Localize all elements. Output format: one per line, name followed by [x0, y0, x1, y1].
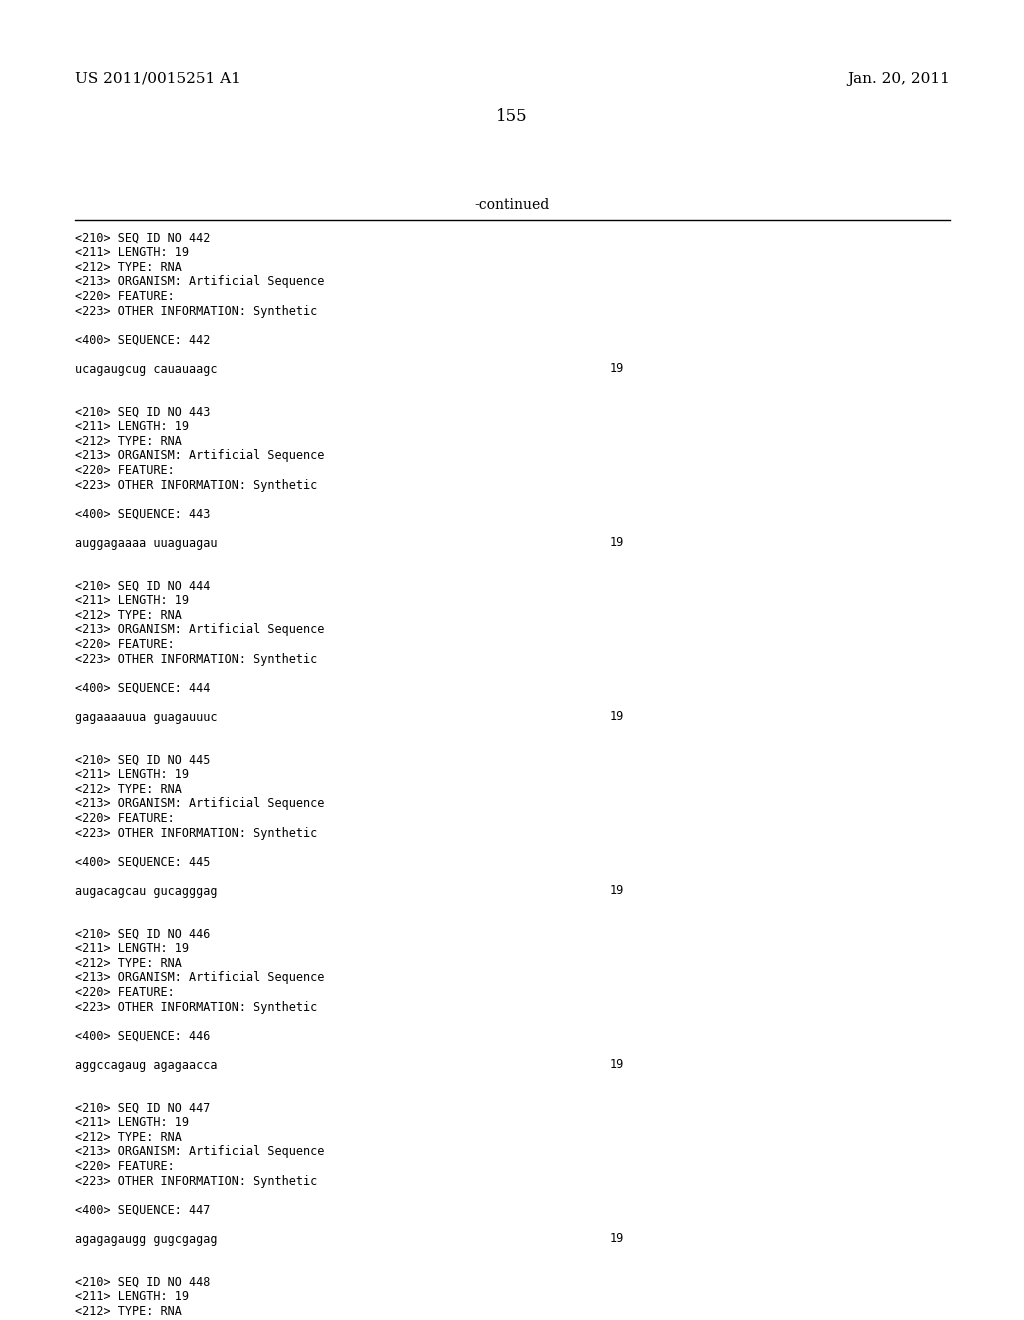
Text: <223> OTHER INFORMATION: Synthetic: <223> OTHER INFORMATION: Synthetic — [75, 479, 317, 491]
Text: 19: 19 — [610, 710, 625, 723]
Text: US 2011/0015251 A1: US 2011/0015251 A1 — [75, 73, 241, 86]
Text: <212> TYPE: RNA: <212> TYPE: RNA — [75, 436, 182, 447]
Text: <213> ORGANISM: Artificial Sequence: <213> ORGANISM: Artificial Sequence — [75, 797, 325, 810]
Text: <212> TYPE: RNA: <212> TYPE: RNA — [75, 783, 182, 796]
Text: aggccagaug agagaacca: aggccagaug agagaacca — [75, 1059, 217, 1072]
Text: 155: 155 — [497, 108, 527, 125]
Text: <210> SEQ ID NO 445: <210> SEQ ID NO 445 — [75, 754, 210, 767]
Text: <400> SEQUENCE: 445: <400> SEQUENCE: 445 — [75, 855, 210, 869]
Text: ucagaugcug cauauaagc: ucagaugcug cauauaagc — [75, 363, 217, 375]
Text: gagaaaauua guagauuuc: gagaaaauua guagauuuc — [75, 710, 217, 723]
Text: <220> FEATURE:: <220> FEATURE: — [75, 465, 175, 477]
Text: auggagaaaa uuaguagau: auggagaaaa uuaguagau — [75, 536, 217, 549]
Text: <212> TYPE: RNA: <212> TYPE: RNA — [75, 957, 182, 970]
Text: <213> ORGANISM: Artificial Sequence: <213> ORGANISM: Artificial Sequence — [75, 1146, 325, 1159]
Text: <400> SEQUENCE: 446: <400> SEQUENCE: 446 — [75, 1030, 210, 1043]
Text: <220> FEATURE:: <220> FEATURE: — [75, 290, 175, 304]
Text: <213> ORGANISM: Artificial Sequence: <213> ORGANISM: Artificial Sequence — [75, 623, 325, 636]
Text: <400> SEQUENCE: 442: <400> SEQUENCE: 442 — [75, 334, 210, 346]
Text: <223> OTHER INFORMATION: Synthetic: <223> OTHER INFORMATION: Synthetic — [75, 826, 317, 840]
Text: Jan. 20, 2011: Jan. 20, 2011 — [847, 73, 950, 86]
Text: <400> SEQUENCE: 443: <400> SEQUENCE: 443 — [75, 507, 210, 520]
Text: <211> LENGTH: 19: <211> LENGTH: 19 — [75, 768, 189, 781]
Text: 19: 19 — [610, 536, 625, 549]
Text: 19: 19 — [610, 1059, 625, 1072]
Text: <210> SEQ ID NO 442: <210> SEQ ID NO 442 — [75, 232, 210, 246]
Text: <210> SEQ ID NO 443: <210> SEQ ID NO 443 — [75, 407, 210, 418]
Text: <212> TYPE: RNA: <212> TYPE: RNA — [75, 609, 182, 622]
Text: <210> SEQ ID NO 446: <210> SEQ ID NO 446 — [75, 928, 210, 941]
Text: <211> LENGTH: 19: <211> LENGTH: 19 — [75, 1291, 189, 1304]
Text: <220> FEATURE:: <220> FEATURE: — [75, 1160, 175, 1173]
Text: <213> ORGANISM: Artificial Sequence: <213> ORGANISM: Artificial Sequence — [75, 450, 325, 462]
Text: 19: 19 — [610, 363, 625, 375]
Text: <211> LENGTH: 19: <211> LENGTH: 19 — [75, 1117, 189, 1130]
Text: -continued: -continued — [474, 198, 550, 213]
Text: <223> OTHER INFORMATION: Synthetic: <223> OTHER INFORMATION: Synthetic — [75, 1175, 317, 1188]
Text: <220> FEATURE:: <220> FEATURE: — [75, 986, 175, 999]
Text: <210> SEQ ID NO 448: <210> SEQ ID NO 448 — [75, 1276, 210, 1290]
Text: 19: 19 — [610, 884, 625, 898]
Text: <211> LENGTH: 19: <211> LENGTH: 19 — [75, 594, 189, 607]
Text: <220> FEATURE:: <220> FEATURE: — [75, 638, 175, 651]
Text: <220> FEATURE:: <220> FEATURE: — [75, 812, 175, 825]
Text: <212> TYPE: RNA: <212> TYPE: RNA — [75, 261, 182, 275]
Text: <223> OTHER INFORMATION: Synthetic: <223> OTHER INFORMATION: Synthetic — [75, 1001, 317, 1014]
Text: <213> ORGANISM: Artificial Sequence: <213> ORGANISM: Artificial Sequence — [75, 276, 325, 289]
Text: <210> SEQ ID NO 447: <210> SEQ ID NO 447 — [75, 1102, 210, 1115]
Text: <212> TYPE: RNA: <212> TYPE: RNA — [75, 1131, 182, 1144]
Text: <223> OTHER INFORMATION: Synthetic: <223> OTHER INFORMATION: Synthetic — [75, 305, 317, 318]
Text: <211> LENGTH: 19: <211> LENGTH: 19 — [75, 421, 189, 433]
Text: <211> LENGTH: 19: <211> LENGTH: 19 — [75, 942, 189, 956]
Text: <210> SEQ ID NO 444: <210> SEQ ID NO 444 — [75, 579, 210, 593]
Text: <400> SEQUENCE: 444: <400> SEQUENCE: 444 — [75, 681, 210, 694]
Text: <213> ORGANISM: Artificial Sequence: <213> ORGANISM: Artificial Sequence — [75, 972, 325, 985]
Text: <212> TYPE: RNA: <212> TYPE: RNA — [75, 1305, 182, 1317]
Text: augacagcau gucagggag: augacagcau gucagggag — [75, 884, 217, 898]
Text: agagagaugg gugcgagag: agagagaugg gugcgagag — [75, 1233, 217, 1246]
Text: 19: 19 — [610, 1233, 625, 1246]
Text: <223> OTHER INFORMATION: Synthetic: <223> OTHER INFORMATION: Synthetic — [75, 652, 317, 665]
Text: <211> LENGTH: 19: <211> LENGTH: 19 — [75, 247, 189, 260]
Text: <400> SEQUENCE: 447: <400> SEQUENCE: 447 — [75, 1204, 210, 1217]
